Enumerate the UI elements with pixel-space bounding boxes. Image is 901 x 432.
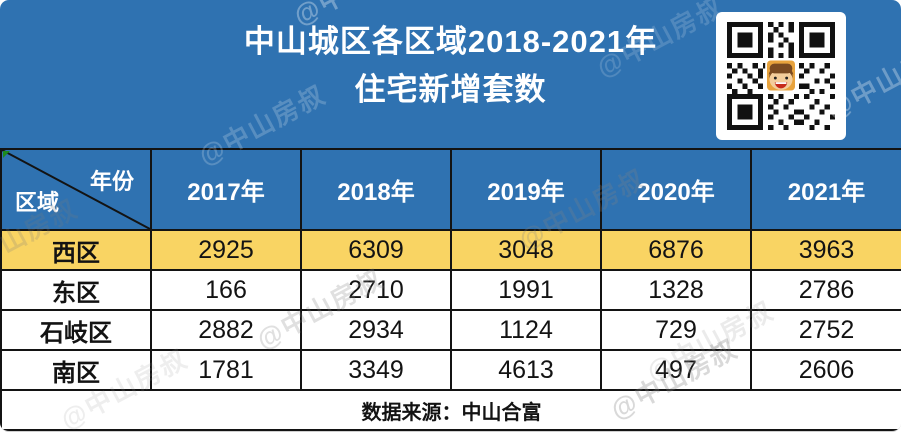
value-cell: 3048 bbox=[450, 229, 602, 271]
column-header-2020: 2020年 bbox=[600, 148, 752, 231]
cartoon-avatar-icon bbox=[765, 58, 797, 93]
value-cell: 3963 bbox=[750, 229, 901, 271]
diagonal-divider bbox=[3, 151, 149, 228]
column-header-2017: 2017年 bbox=[150, 148, 302, 231]
region-cell: 东区 bbox=[0, 269, 152, 311]
value-cell: 1328 bbox=[600, 269, 752, 311]
title-banner: 中山城区各区域2018-2021年 住宅新增套数 bbox=[0, 0, 901, 148]
column-header-2021: 2021年 bbox=[750, 148, 901, 231]
table-row-shiqiqu: 石岐区 2882 2934 1124 729 2752 bbox=[0, 309, 901, 351]
value-cell: 729 bbox=[600, 309, 752, 351]
qr-finder-top-left bbox=[727, 22, 763, 58]
title-line-2: 住宅新增套数 bbox=[354, 72, 547, 107]
value-cell: 6309 bbox=[300, 229, 452, 271]
value-cell: 1991 bbox=[450, 269, 602, 311]
table-row-dongqu: 东区 166 2710 1991 1328 2786 bbox=[0, 269, 901, 311]
table-row-nanqu: 南区 1781 3349 4613 497 2606 bbox=[0, 349, 901, 391]
qr-finder-bottom-left bbox=[727, 94, 763, 130]
region-cell: 西区 bbox=[0, 229, 152, 271]
corner-label-year: 年份 bbox=[89, 169, 134, 194]
value-cell: 4613 bbox=[450, 349, 602, 391]
value-cell: 2934 bbox=[300, 309, 452, 351]
data-source: 数据来源：中山合富 bbox=[0, 389, 901, 431]
qr-finder-top-right bbox=[799, 22, 835, 58]
title-line-1: 中山城区各区域2018-2021年 bbox=[243, 24, 658, 59]
value-cell: 2606 bbox=[750, 349, 901, 391]
header-row: 年份 区域 2017年 2018年 2019年 2020年 2021年 bbox=[0, 148, 901, 231]
corner-header-cell: 年份 区域 bbox=[0, 148, 152, 231]
value-cell: 2882 bbox=[150, 309, 302, 351]
region-cell: 南区 bbox=[0, 349, 152, 391]
value-cell: 2710 bbox=[300, 269, 452, 311]
corner-label-region: 区域 bbox=[15, 190, 60, 215]
cell-corner-marker-icon bbox=[3, 151, 10, 158]
column-header-2018: 2018年 bbox=[300, 148, 452, 231]
footer-row: 数据来源：中山合富 bbox=[0, 389, 901, 431]
value-cell: 2752 bbox=[750, 309, 901, 351]
region-cell: 石岐区 bbox=[0, 309, 152, 351]
table-row-xiqu: 西区 2925 6309 3048 6876 3963 bbox=[0, 229, 901, 271]
qr-code bbox=[716, 12, 846, 140]
value-cell: 6876 bbox=[600, 229, 752, 271]
page-title: 中山城区各区域2018-2021年 住宅新增套数 bbox=[0, 20, 901, 112]
value-cell: 1781 bbox=[150, 349, 302, 391]
value-cell: 2925 bbox=[150, 229, 302, 271]
value-cell: 2786 bbox=[750, 269, 901, 311]
column-header-2019: 2019年 bbox=[450, 148, 602, 231]
value-cell: 497 bbox=[600, 349, 752, 391]
value-cell: 3349 bbox=[300, 349, 452, 391]
data-table: 年份 区域 2017年 2018年 2019年 2020年 2021年 西区 2… bbox=[0, 148, 901, 431]
qr-code-image bbox=[727, 22, 835, 130]
value-cell: 1124 bbox=[450, 309, 602, 351]
value-cell: 166 bbox=[150, 269, 302, 311]
